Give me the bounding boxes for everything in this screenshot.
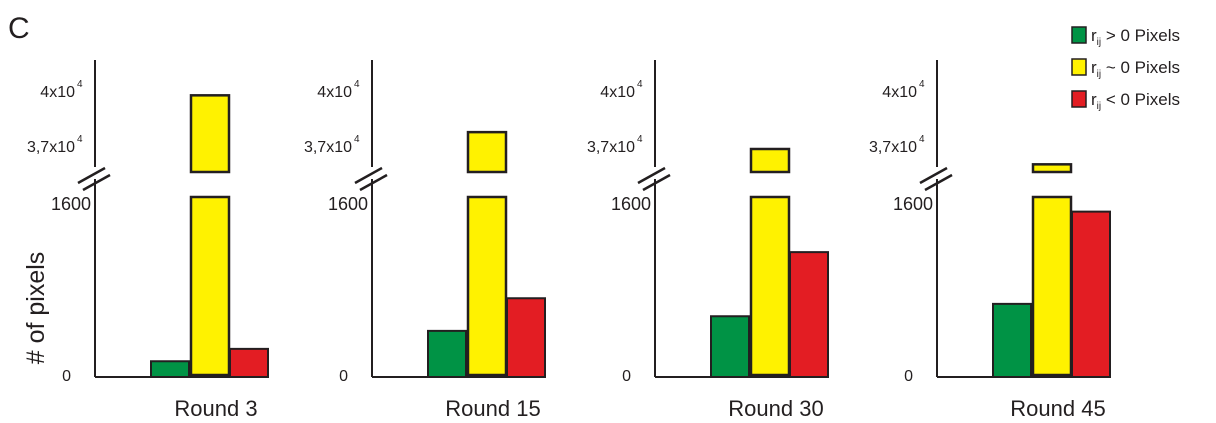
bar-upper-part [749, 147, 791, 174]
bar-upper-part [189, 94, 231, 174]
y-tick-label: 4x10 [317, 84, 352, 101]
y-tick-exponent: 4 [637, 134, 643, 145]
bar [992, 302, 1032, 378]
y-tick-exponent: 4 [637, 79, 643, 90]
legend-symbol: r [1091, 26, 1097, 45]
bar-lower-part [1031, 195, 1073, 377]
x-category-label: Round 30 [728, 396, 823, 421]
legend-symbol: r [1091, 58, 1097, 77]
y-tick-label: 1600 [328, 194, 368, 214]
y-tick-label: 1600 [51, 194, 91, 214]
axis-break-mark [354, 166, 383, 185]
y-tick-exponent: 4 [919, 79, 925, 90]
y-tick-exponent: 4 [919, 134, 925, 145]
axis-break-mark [642, 173, 671, 192]
legend-subscript: ij [1097, 101, 1101, 112]
y-tick-exponent: 4 [354, 134, 360, 145]
x-category-label: Round 15 [445, 396, 540, 421]
bar [1071, 210, 1111, 378]
bar [427, 329, 467, 378]
axis-break-mark [359, 173, 388, 192]
y-tick-label: 4x10 [600, 84, 635, 101]
bar [710, 315, 750, 378]
legend-subscript: ij [1097, 37, 1101, 48]
legend-label: rij < 0 Pixels [1091, 90, 1180, 112]
bar-lower-part [466, 195, 508, 377]
bar-upper-part [1031, 163, 1073, 174]
bar [229, 347, 269, 378]
legend-text: > 0 Pixels [1101, 26, 1180, 45]
y-tick-label: 0 [339, 368, 348, 385]
y-tick-label: 3,7x10 [304, 139, 352, 156]
y-tick-exponent: 4 [77, 79, 83, 90]
bar-lower-part [189, 195, 231, 377]
y-tick-label: 3,7x10 [27, 139, 75, 156]
legend-swatch [1071, 90, 1087, 108]
y-axis-label: # of pixels [22, 252, 50, 365]
bar [789, 251, 829, 378]
legend-label: rij ~ 0 Pixels [1091, 58, 1180, 80]
axis-break-mark [924, 173, 953, 192]
y-tick-exponent: 4 [77, 134, 83, 145]
y-tick-label: 4x10 [882, 84, 917, 101]
y-tick-label: 4x10 [40, 84, 75, 101]
axis-break-mark [77, 166, 106, 185]
bar [506, 297, 546, 378]
y-tick-label: 0 [904, 368, 913, 385]
legend-text: ~ 0 Pixels [1101, 58, 1180, 77]
panel-label: C [8, 12, 30, 45]
legend-swatch [1071, 58, 1087, 76]
legend-text: < 0 Pixels [1101, 90, 1180, 109]
axis-break-mark [919, 166, 948, 185]
y-tick-label: 3,7x10 [587, 139, 635, 156]
legend-symbol: r [1091, 90, 1097, 109]
x-category-label: Round 45 [1010, 396, 1105, 421]
axis-break-mark [637, 166, 666, 185]
x-category-label: Round 3 [174, 396, 257, 421]
y-tick-label: 1600 [893, 194, 933, 214]
legend-subscript: ij [1097, 69, 1101, 80]
y-tick-label: 0 [62, 368, 71, 385]
bar-lower-part [749, 195, 791, 377]
y-tick-label: 0 [622, 368, 631, 385]
legend-label: rij > 0 Pixels [1091, 26, 1180, 48]
bar [150, 360, 190, 378]
axis-break-mark [82, 173, 111, 192]
y-tick-exponent: 4 [354, 79, 360, 90]
y-tick-label: 1600 [611, 194, 651, 214]
bar-upper-part [466, 130, 508, 174]
legend-swatch [1071, 26, 1087, 44]
y-tick-label: 3,7x10 [869, 139, 917, 156]
